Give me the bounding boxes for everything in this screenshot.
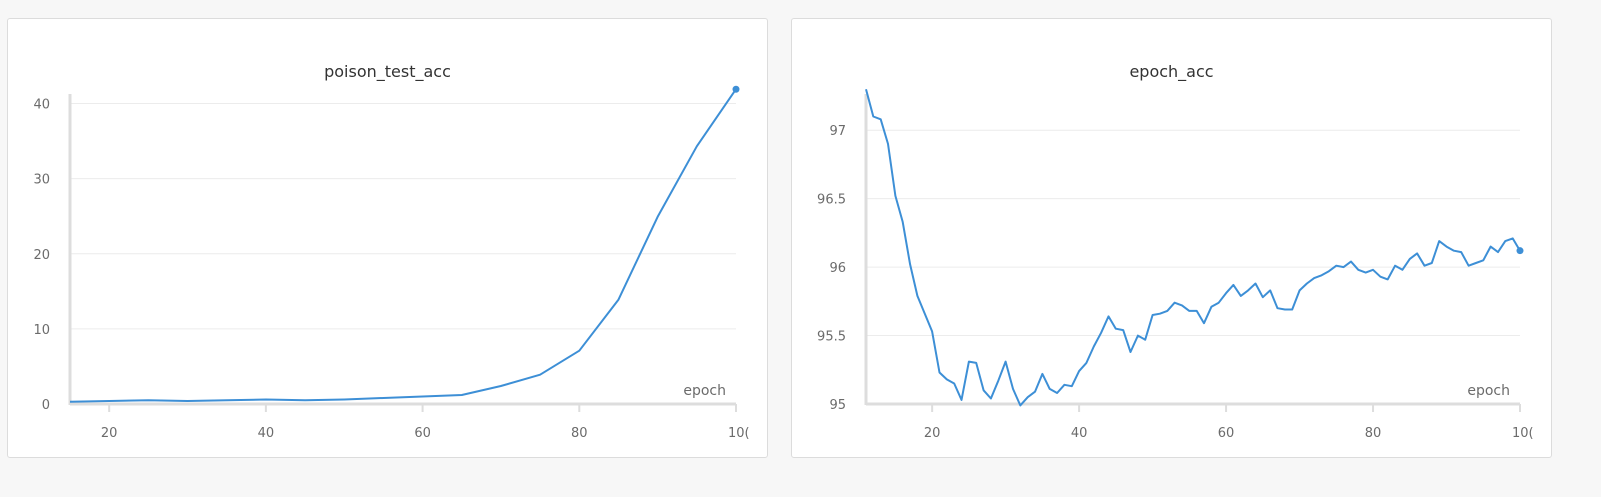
x-tick-label-last: 10(	[1512, 426, 1534, 441]
y-tick-label: 20	[33, 248, 50, 263]
x-tick-label: 40	[258, 426, 275, 441]
chart-panel-poison-test-acc: poison_test_acc 0 10 20 30 40 20 40 60 80 10( epoch	[7, 18, 768, 458]
chart-panel-epoch-acc: epoch_acc 95 95.5 96 96.5 97 20 40 60 80 10( epoch	[791, 18, 1552, 458]
y-tick-label: 96.5	[817, 193, 846, 208]
x-tick-label-last: 10(	[728, 426, 750, 441]
y-tick-label: 97	[829, 124, 846, 139]
y-tick-label: 30	[33, 173, 50, 188]
chart-epoch-acc: epoch_acc 95 95.5 96 96.5 97 20 40 60 80 10( epoch	[817, 62, 1534, 441]
y-tick-label: 96	[829, 261, 846, 276]
x-tick-label: 60	[1218, 426, 1235, 441]
y-tick-label: 95	[829, 398, 846, 413]
chart-title: poison_test_acc	[324, 62, 451, 82]
end-point-marker	[732, 85, 740, 93]
x-tick-label: 40	[1071, 426, 1088, 441]
y-tick-label: 10	[33, 323, 50, 338]
x-tick-label: 80	[1365, 426, 1382, 441]
end-point-marker	[1516, 247, 1524, 255]
x-tick-label: 60	[414, 426, 431, 441]
series-line	[69, 88, 737, 403]
x-axis-title: epoch	[1467, 383, 1510, 399]
chart-poison-test-acc: poison_test_acc 0 10 20 30 40 20 40 60 80 10( epoch	[33, 62, 750, 441]
x-tick-label: 20	[101, 426, 118, 441]
y-tick-label: 0	[42, 398, 50, 413]
series-line	[865, 88, 1521, 407]
x-tick-label: 20	[924, 426, 941, 441]
chart-title: epoch_acc	[1129, 62, 1213, 82]
x-axis-title: epoch	[683, 383, 726, 399]
y-tick-label: 95.5	[817, 330, 846, 345]
y-tick-label: 40	[33, 98, 50, 113]
x-tick-label: 80	[571, 426, 588, 441]
